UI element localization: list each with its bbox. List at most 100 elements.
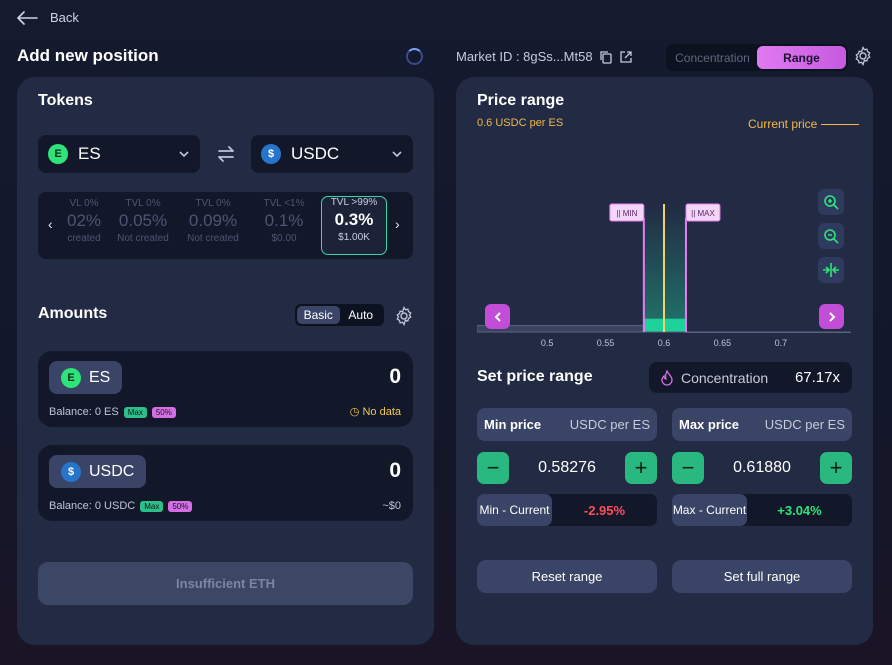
reset-range-button[interactable]: Reset range (477, 560, 657, 593)
tab-range[interactable]: Range (757, 46, 846, 69)
token-a-label: ES (78, 144, 101, 163)
min-price-unit: USDC per ES (569, 417, 650, 432)
price-range-heading: Price range (477, 92, 565, 109)
max-button[interactable]: Max (140, 500, 164, 512)
clock-icon: ◷ (349, 406, 360, 418)
fee-tier-option[interactable]: TVL <1% 0.1% $0.00 (252, 198, 316, 244)
mode-toggle: Concentration Range (666, 44, 848, 71)
concentration-label: Concentration (681, 369, 769, 386)
tab-concentration[interactable]: Concentration (675, 50, 750, 65)
right-panel (456, 77, 873, 645)
min-price-label: Min price (484, 417, 542, 432)
back-button[interactable]: Back (16, 10, 79, 25)
tier-status: Not created (117, 233, 169, 244)
token-chip-label: ES (89, 368, 111, 386)
current-price-label: Current price (748, 117, 818, 131)
tier-fee: 0.1% (264, 211, 304, 230)
zoom-in-icon (824, 195, 839, 210)
chart-left-button[interactable] (485, 304, 510, 329)
no-data-text: No data (362, 406, 401, 418)
chevron-right-icon[interactable]: › (395, 216, 400, 232)
min-price-input[interactable]: 0.58276 (538, 459, 596, 476)
fee-tier-option-selected[interactable]: TVL >99% 0.3% $1.00K (321, 196, 387, 255)
market-id-label: Market ID : 8gSs...Mt58 (456, 49, 593, 64)
token-chip-label: USDC (89, 462, 135, 480)
zoom-out-icon (824, 229, 839, 244)
full-range-button[interactable]: Set full range (672, 560, 852, 593)
max-button[interactable]: Max (123, 406, 147, 418)
amounts-heading: Amounts (38, 305, 108, 322)
min-tag-label: || MIN (616, 209, 637, 218)
no-data-status: ◷ No data (350, 405, 401, 418)
min-increment-button[interactable]: + (625, 452, 657, 484)
token-a-select[interactable]: E ES (38, 135, 200, 173)
chevron-left-icon[interactable]: ‹ (48, 216, 53, 232)
token-b-select[interactable]: $ USDC (251, 135, 413, 173)
tier-fee: 02% (66, 211, 102, 230)
fee-tier-option[interactable]: VL 0% 02% created (52, 198, 116, 244)
price-chart-svg: || MIN || MAX 0.5 0.55 0.6 0.65 0.7 (476, 203, 852, 348)
max-increment-button[interactable]: + (820, 452, 852, 484)
tab-auto[interactable]: Auto (348, 308, 374, 322)
amount-value[interactable]: 0 (389, 365, 401, 388)
tokens-heading: Tokens (38, 92, 93, 109)
usd-value: ~$0 (382, 500, 401, 512)
max-diff: Max - Current +3.04% (672, 494, 852, 526)
min-decrement-button[interactable]: − (477, 452, 509, 484)
x-tick-label: 0.55 (597, 338, 615, 348)
min-diff-label: Min - Current (477, 494, 552, 526)
submit-button[interactable]: Insufficient ETH (38, 562, 413, 605)
half-button[interactable]: 50% (151, 406, 176, 418)
max-decrement-button[interactable]: − (672, 452, 704, 484)
token-chip: $ USDC (49, 455, 147, 488)
chevron-right-icon (828, 311, 835, 322)
amount-input-es[interactable]: E ES 0 Balance: 0 ES Max 50% ◷ No data (38, 351, 413, 427)
tier-status: $1.00K (338, 232, 370, 243)
min-tag-box (609, 203, 645, 222)
amount-value[interactable]: 0 (389, 459, 401, 482)
amount-mode-toggle: Basic Auto (295, 304, 384, 326)
zoom-out-button[interactable] (818, 223, 844, 249)
copy-icon[interactable] (599, 50, 613, 64)
tier-tvl: TVL 0% (125, 198, 161, 209)
tier-status: $0.00 (271, 233, 297, 244)
price-chart[interactable]: || MIN || MAX 0.5 0.55 0.6 0.65 0.7 (476, 140, 852, 350)
balance-row: Balance: 0 ES Max 50% (49, 406, 176, 418)
x-tick-label: 0.5 (541, 338, 554, 348)
external-link-icon[interactable] (619, 50, 633, 64)
swap-icon[interactable] (215, 145, 237, 163)
zoom-in-button[interactable] (818, 189, 844, 215)
max-diff-label: Max - Current (672, 494, 747, 526)
token-chip: E ES (49, 361, 123, 394)
tier-status: Not created (187, 233, 239, 244)
max-tag-label: || MAX (691, 209, 715, 218)
es-coin-icon: E (48, 144, 68, 164)
usdc-coin-icon: $ (261, 144, 281, 164)
gear-icon[interactable] (394, 306, 414, 326)
price-subtitle: 0.6 USDC per ES (477, 117, 564, 129)
tier-status: created (67, 233, 101, 244)
fee-tier-option[interactable]: TVL 0% 0.09% Not created (181, 198, 245, 244)
tier-fee: 0.09% (188, 211, 238, 230)
tab-basic[interactable]: Basic (297, 306, 340, 324)
center-range-button[interactable] (818, 257, 844, 283)
gear-icon[interactable] (853, 46, 873, 66)
max-tag-box (685, 203, 721, 222)
es-coin-icon: E (61, 367, 81, 388)
liquidity-bar (663, 318, 687, 333)
chart-right-button[interactable] (819, 304, 844, 329)
max-price-input[interactable]: 0.61880 (733, 459, 791, 476)
half-button[interactable]: 50% (168, 500, 193, 512)
current-price-legend: Current price (748, 117, 860, 131)
market-id: Market ID : 8gSs...Mt58 (456, 49, 633, 64)
tier-fee: 0.05% (118, 211, 168, 230)
loading-spinner-icon (406, 48, 423, 65)
fee-tier-selector: ‹ VL 0% 02% created TVL 0% 0.05% Not cre… (38, 192, 413, 259)
max-price-header: Max price USDC per ES (672, 408, 852, 441)
x-tick-label: 0.6 (658, 338, 671, 348)
chevron-left-icon (494, 311, 501, 322)
amount-input-usdc[interactable]: $ USDC 0 Balance: 0 USDC Max 50% ~$0 (38, 445, 413, 521)
balance-row: Balance: 0 USDC Max 50% (49, 500, 193, 512)
usdc-coin-icon: $ (61, 461, 81, 482)
fee-tier-option[interactable]: TVL 0% 0.05% Not created (111, 198, 175, 244)
